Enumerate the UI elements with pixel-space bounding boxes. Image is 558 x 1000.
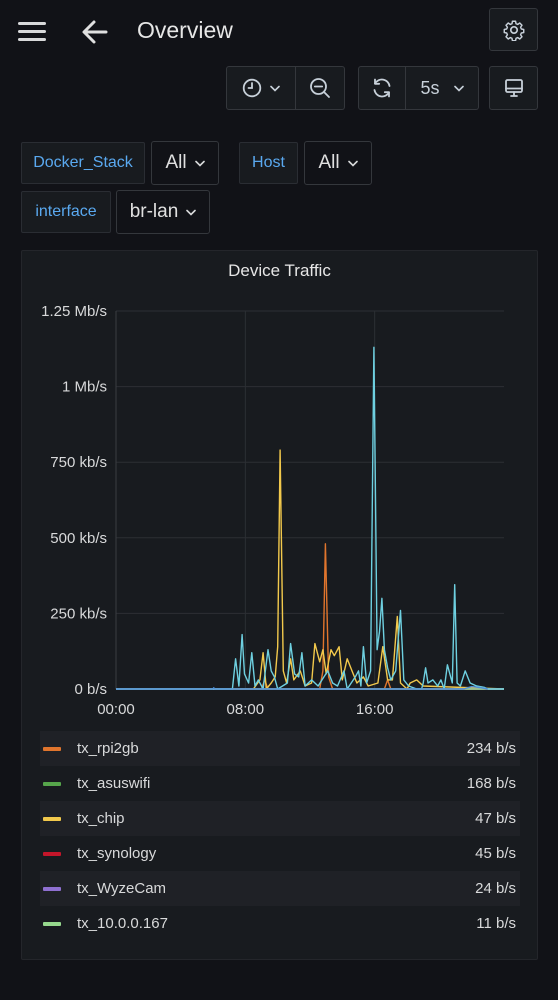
- legend-swatch: [43, 746, 61, 751]
- variable-select-host[interactable]: All: [304, 141, 372, 185]
- chevron-down-icon: [453, 85, 464, 92]
- legend-swatch: [43, 781, 61, 786]
- legend-series-name: tx_synology: [77, 845, 157, 862]
- y-tick-label: 750 kb/s: [50, 454, 107, 471]
- variable-value: br-lan: [129, 201, 179, 222]
- x-tick-label: 08:00: [227, 701, 265, 718]
- refresh-icon: [373, 78, 391, 98]
- legend-current-value: 11 b/s: [476, 915, 516, 932]
- series-line-tx-rpi2gb: [116, 543, 504, 690]
- legend-item[interactable]: tx_chip 47 b/s: [40, 801, 520, 836]
- chevron-down-icon: [347, 160, 358, 167]
- traffic-chart[interactable]: 0 b/s 250 kb/s 500 kb/s 750 kb/s 1 Mb/s 1.25 …: [22, 251, 537, 721]
- legend-current-value: 47 b/s: [475, 810, 516, 827]
- legend-current-value: 168 b/s: [466, 775, 516, 792]
- legend-current-value: 234 b/s: [466, 740, 516, 757]
- time-picker-group: [226, 66, 345, 110]
- x-tick-label: 00:00: [97, 701, 135, 718]
- legend-item[interactable]: tx_synology 45 b/s: [40, 836, 520, 871]
- variable-label-docker-stack: Docker_Stack: [21, 142, 145, 184]
- variable-label-host: Host: [239, 142, 298, 184]
- page-title: Overview: [137, 17, 233, 43]
- legend-item[interactable]: tx_rpi2gb 234 b/s: [40, 731, 520, 766]
- legend-swatch: [43, 886, 61, 891]
- legend-item[interactable]: tx_asuswifi 168 b/s: [40, 766, 520, 801]
- gear-icon: [503, 20, 524, 41]
- series-line-unnamed-7: [116, 685, 488, 690]
- legend-swatch: [43, 921, 61, 926]
- series-line-tx-chip: [116, 449, 505, 690]
- variable-value: All: [318, 152, 340, 173]
- device-traffic-panel: Device Traffic 0 b/s 250 kb/s 500 kb/s 750 …: [21, 250, 538, 960]
- legend-current-value: 24 b/s: [475, 880, 516, 897]
- x-tick-label: 16:00: [356, 701, 394, 718]
- chevron-down-icon: [270, 85, 280, 92]
- y-tick-label: 1 Mb/s: [62, 379, 107, 396]
- legend-swatch: [43, 851, 61, 856]
- legend-series-name: tx_rpi2gb: [77, 740, 139, 757]
- chevron-down-icon: [194, 160, 205, 167]
- time-range-button[interactable]: [226, 66, 296, 110]
- y-tick-label: 500 kb/s: [50, 530, 107, 547]
- y-tick-label: 250 kb/s: [50, 605, 107, 622]
- panel-title[interactable]: Device Traffic: [228, 261, 331, 280]
- legend-series-name: tx_chip: [77, 810, 125, 827]
- variable-label-interface: interface: [21, 191, 111, 233]
- variable-select-docker-stack[interactable]: All: [151, 141, 219, 185]
- back-arrow-icon[interactable]: [80, 17, 110, 47]
- refresh-interval-select[interactable]: 5s: [406, 66, 479, 110]
- zoom-out-button[interactable]: [296, 66, 345, 110]
- legend-swatch: [43, 816, 61, 821]
- variable-select-interface[interactable]: br-lan: [116, 190, 210, 234]
- monitor-icon: [504, 79, 523, 97]
- top-bar: Overview: [0, 0, 558, 62]
- settings-button[interactable]: [489, 8, 538, 51]
- chevron-down-icon: [186, 209, 197, 216]
- legend-series-name: tx_asuswifi: [77, 775, 151, 792]
- menu-icon[interactable]: [18, 20, 48, 42]
- chart-legend: tx_rpi2gb 234 b/s tx_asuswifi 168 b/s tx_chi…: [40, 731, 520, 941]
- variable-value: All: [165, 152, 187, 173]
- legend-item[interactable]: tx_WyzeCam 24 b/s: [40, 871, 520, 906]
- refresh-interval-value: 5s: [420, 77, 440, 98]
- legend-current-value: 45 b/s: [475, 845, 516, 862]
- y-tick-label: 1.25 Mb/s: [41, 303, 107, 320]
- tv-mode-button[interactable]: [489, 66, 538, 110]
- legend-series-name: tx_WyzeCam: [77, 880, 167, 897]
- series-line-unnamed-6: [116, 346, 504, 690]
- y-tick-label: 0 b/s: [74, 681, 107, 698]
- legend-series-name: tx_10.0.0.167: [77, 915, 168, 932]
- refresh-group: 5s: [358, 66, 479, 110]
- legend-item[interactable]: tx_10.0.0.167 11 b/s: [40, 906, 520, 941]
- clock-icon: [242, 78, 262, 98]
- zoom-out-icon: [310, 78, 330, 98]
- refresh-button[interactable]: [358, 66, 406, 110]
